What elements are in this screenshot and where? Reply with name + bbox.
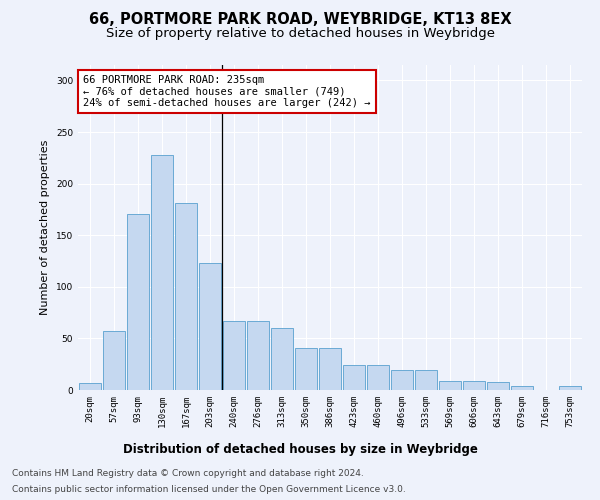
- Text: Size of property relative to detached houses in Weybridge: Size of property relative to detached ho…: [106, 28, 494, 40]
- Bar: [391, 370, 413, 390]
- Bar: [127, 214, 149, 390]
- Bar: [175, 204, 197, 390]
- Bar: [367, 365, 389, 390]
- Y-axis label: Number of detached properties: Number of detached properties: [40, 140, 50, 315]
- Bar: [223, 321, 245, 390]
- Bar: [103, 331, 125, 390]
- Bar: [343, 365, 365, 390]
- Bar: [439, 380, 461, 390]
- Bar: [319, 348, 341, 390]
- Text: Contains HM Land Registry data © Crown copyright and database right 2024.: Contains HM Land Registry data © Crown c…: [12, 468, 364, 477]
- Bar: [463, 380, 485, 390]
- Bar: [415, 370, 437, 390]
- Text: 66 PORTMORE PARK ROAD: 235sqm
← 76% of detached houses are smaller (749)
24% of : 66 PORTMORE PARK ROAD: 235sqm ← 76% of d…: [83, 74, 371, 108]
- Bar: [559, 386, 581, 390]
- Bar: [271, 328, 293, 390]
- Bar: [151, 155, 173, 390]
- Bar: [247, 321, 269, 390]
- Bar: [295, 348, 317, 390]
- Text: Distribution of detached houses by size in Weybridge: Distribution of detached houses by size …: [122, 442, 478, 456]
- Bar: [199, 263, 221, 390]
- Text: 66, PORTMORE PARK ROAD, WEYBRIDGE, KT13 8EX: 66, PORTMORE PARK ROAD, WEYBRIDGE, KT13 …: [89, 12, 511, 28]
- Bar: [487, 382, 509, 390]
- Text: Contains public sector information licensed under the Open Government Licence v3: Contains public sector information licen…: [12, 485, 406, 494]
- Bar: [79, 383, 101, 390]
- Bar: [511, 386, 533, 390]
